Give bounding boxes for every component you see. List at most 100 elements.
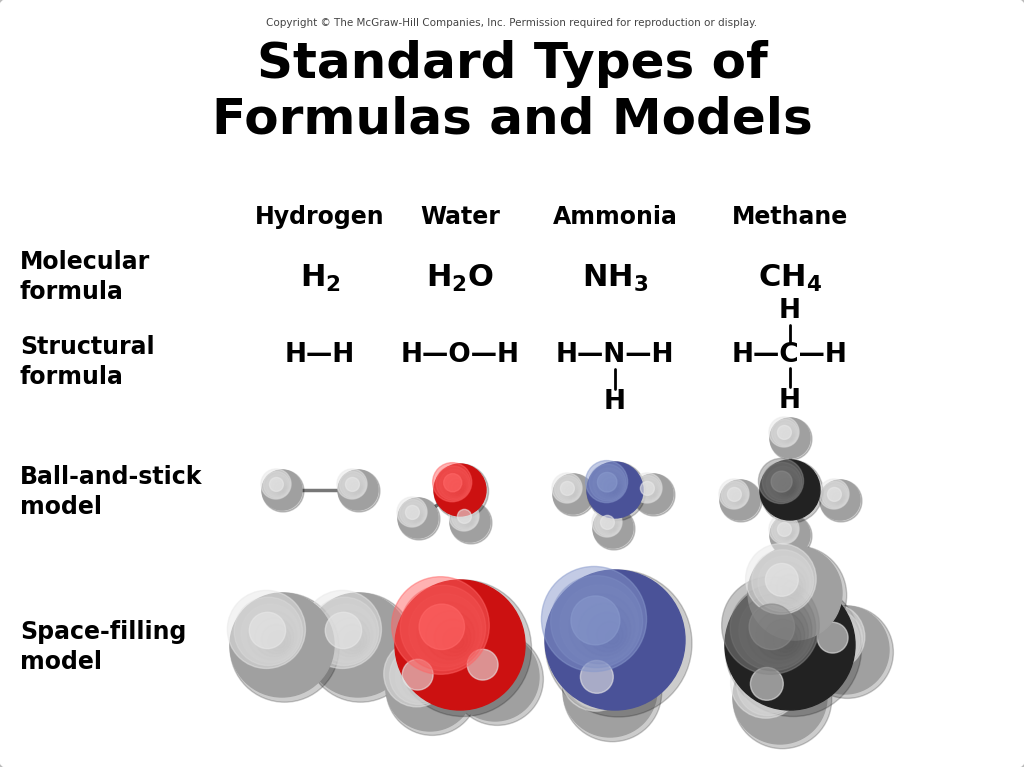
Ellipse shape xyxy=(566,647,629,709)
Ellipse shape xyxy=(642,483,657,499)
Ellipse shape xyxy=(770,470,799,499)
Ellipse shape xyxy=(450,502,492,544)
Ellipse shape xyxy=(597,512,620,535)
Ellipse shape xyxy=(810,615,860,665)
Text: Standard Types of: Standard Types of xyxy=(257,40,767,88)
Ellipse shape xyxy=(384,640,450,707)
Ellipse shape xyxy=(345,477,359,492)
Ellipse shape xyxy=(748,546,847,645)
Ellipse shape xyxy=(317,604,376,663)
Ellipse shape xyxy=(443,473,467,497)
Ellipse shape xyxy=(249,612,286,649)
Ellipse shape xyxy=(350,482,361,493)
Ellipse shape xyxy=(436,466,470,500)
Ellipse shape xyxy=(766,466,800,500)
Ellipse shape xyxy=(395,580,531,716)
Ellipse shape xyxy=(770,515,812,557)
Ellipse shape xyxy=(413,670,437,694)
Text: Methane: Methane xyxy=(732,205,848,229)
Ellipse shape xyxy=(765,564,799,596)
Ellipse shape xyxy=(782,430,794,442)
Ellipse shape xyxy=(725,580,855,710)
Ellipse shape xyxy=(827,633,852,657)
Ellipse shape xyxy=(588,612,627,652)
Ellipse shape xyxy=(419,604,465,650)
Ellipse shape xyxy=(331,617,370,657)
Ellipse shape xyxy=(462,514,473,525)
Ellipse shape xyxy=(778,478,795,495)
Ellipse shape xyxy=(455,506,477,528)
Ellipse shape xyxy=(820,480,860,520)
Ellipse shape xyxy=(466,648,508,690)
Text: Space-filling
model: Space-filling model xyxy=(20,620,186,673)
Ellipse shape xyxy=(597,472,623,498)
Ellipse shape xyxy=(817,622,848,653)
Ellipse shape xyxy=(443,473,462,492)
Ellipse shape xyxy=(407,664,440,697)
Ellipse shape xyxy=(338,470,378,510)
Ellipse shape xyxy=(589,464,626,501)
Ellipse shape xyxy=(597,472,616,492)
Ellipse shape xyxy=(560,584,639,663)
Ellipse shape xyxy=(562,483,578,499)
Text: H: H xyxy=(604,389,626,415)
Ellipse shape xyxy=(306,593,415,703)
Ellipse shape xyxy=(730,585,816,670)
Ellipse shape xyxy=(386,643,478,736)
Ellipse shape xyxy=(760,460,823,523)
Text: H—H: H—H xyxy=(285,342,355,368)
Ellipse shape xyxy=(326,612,361,649)
Ellipse shape xyxy=(600,476,622,496)
Ellipse shape xyxy=(418,602,478,663)
Ellipse shape xyxy=(477,660,503,684)
Ellipse shape xyxy=(569,594,635,660)
Ellipse shape xyxy=(446,476,466,496)
Ellipse shape xyxy=(340,472,366,498)
Ellipse shape xyxy=(560,482,574,495)
Ellipse shape xyxy=(395,580,525,710)
Ellipse shape xyxy=(338,470,380,512)
Ellipse shape xyxy=(408,508,423,522)
Ellipse shape xyxy=(595,509,621,536)
Ellipse shape xyxy=(404,505,424,524)
Ellipse shape xyxy=(801,606,893,699)
Ellipse shape xyxy=(771,517,798,543)
Ellipse shape xyxy=(592,507,622,537)
Ellipse shape xyxy=(779,427,795,443)
Ellipse shape xyxy=(635,476,660,502)
Ellipse shape xyxy=(439,469,469,499)
Text: Ball-and-stick
model: Ball-and-stick model xyxy=(20,465,203,518)
Ellipse shape xyxy=(545,570,685,710)
Ellipse shape xyxy=(472,653,505,687)
Ellipse shape xyxy=(748,546,842,640)
Ellipse shape xyxy=(450,502,490,542)
Text: Molecular
formula: Molecular formula xyxy=(20,250,151,304)
Ellipse shape xyxy=(451,633,544,726)
Ellipse shape xyxy=(234,597,302,666)
Text: $\mathregular{H_2}$: $\mathregular{H_2}$ xyxy=(300,262,340,294)
Text: H—C—H: H—C—H xyxy=(732,342,848,368)
Ellipse shape xyxy=(645,486,656,498)
Ellipse shape xyxy=(347,479,362,495)
Ellipse shape xyxy=(827,487,842,502)
Ellipse shape xyxy=(398,498,440,540)
Ellipse shape xyxy=(733,650,831,749)
Ellipse shape xyxy=(303,591,382,669)
Ellipse shape xyxy=(730,647,801,718)
Ellipse shape xyxy=(227,591,305,669)
Ellipse shape xyxy=(722,482,748,508)
Ellipse shape xyxy=(434,620,471,656)
Ellipse shape xyxy=(602,518,617,532)
Ellipse shape xyxy=(449,501,479,531)
Text: Ammonia: Ammonia xyxy=(553,205,678,229)
Ellipse shape xyxy=(449,630,515,697)
Ellipse shape xyxy=(386,643,474,731)
Ellipse shape xyxy=(230,593,334,697)
Ellipse shape xyxy=(748,602,808,663)
Text: $\mathregular{H_2O}$: $\mathregular{H_2O}$ xyxy=(426,262,494,294)
Ellipse shape xyxy=(727,487,741,502)
Ellipse shape xyxy=(571,596,620,645)
Text: H—O—H: H—O—H xyxy=(400,342,519,368)
Ellipse shape xyxy=(452,504,478,530)
Ellipse shape xyxy=(756,672,791,708)
